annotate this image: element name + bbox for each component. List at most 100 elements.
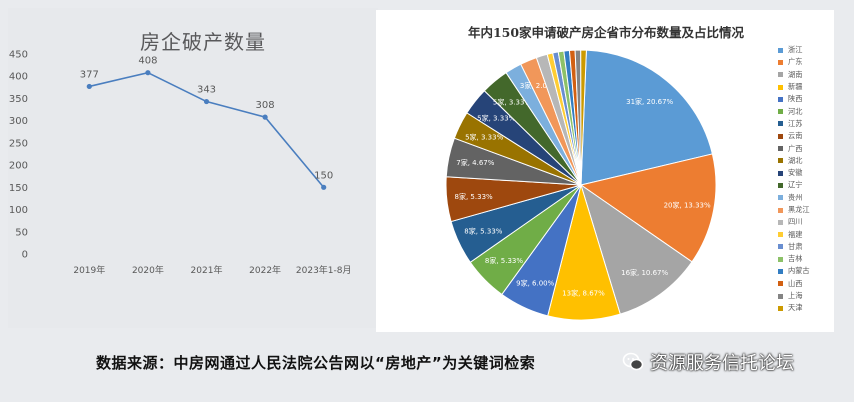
legend-label: 上海	[788, 291, 803, 301]
legend-item: 河北	[778, 105, 834, 117]
legend-swatch	[778, 170, 783, 176]
legend-item: 湖南	[778, 69, 834, 81]
slice-label: 13家, 8.67%	[562, 288, 605, 297]
legend-label: 吉林	[788, 254, 803, 264]
y-tick-label: 250	[9, 138, 28, 149]
data-label: 343	[197, 85, 216, 96]
y-tick-label: 50	[15, 227, 28, 238]
legend-swatch	[778, 305, 783, 311]
legend-item: 贵州	[778, 192, 834, 204]
legend-label: 云南	[788, 131, 803, 141]
legend-item: 浙江	[778, 44, 834, 56]
legend-label: 黑龙江	[788, 205, 810, 214]
slice-label: 8家, 5.33%	[455, 192, 493, 201]
data-label: 408	[138, 56, 157, 67]
legend-swatch	[778, 133, 783, 139]
legend-swatch	[778, 146, 783, 152]
legend-item: 云南	[778, 130, 834, 142]
y-tick-label: 200	[9, 161, 28, 172]
slice-label: 20家, 13.33%	[664, 201, 711, 210]
data-label: 150	[314, 170, 333, 181]
slice-label: 16家, 10.67%	[621, 268, 668, 277]
legend-label: 贵州	[788, 192, 803, 202]
watermark-text: 资源服务信托论坛	[650, 353, 794, 374]
legend-swatch	[778, 293, 783, 299]
x-tick-label: 2020年	[132, 264, 164, 276]
legend-item: 天津	[778, 302, 834, 314]
pie-legend: 浙江 广东 湖南 新疆 陕西 河北 江苏 云南 广西 湖北 安徽 辽宁 贵州 黑龙江 四川 福建 甘肃 吉林 内蒙古…	[778, 44, 834, 315]
pie-chart-title: 年内150家申请破产房企省市分布数量及占比情况	[467, 25, 745, 40]
legend-label: 河北	[788, 106, 803, 116]
legend-swatch	[778, 268, 783, 274]
legend-item: 辽宁	[778, 179, 834, 191]
legend-label: 湖南	[788, 69, 803, 79]
legend-item: 福建	[778, 228, 834, 240]
legend-item: 内蒙古	[778, 265, 834, 277]
legend-swatch	[778, 72, 783, 78]
line-chart: 0 50 100 150 200 250 300 350 400 450 2019年 2020年 202…	[9, 50, 352, 277]
data-point	[203, 98, 210, 105]
y-tick-label: 100	[9, 205, 28, 216]
data-source-note: 数据来源：中房网通过人民法院公告网以“房地产”为关键词检索	[96, 354, 536, 372]
legend-label: 天津	[788, 303, 803, 313]
legend-label: 江苏	[788, 118, 803, 128]
legend-item: 山西	[778, 278, 834, 290]
legend-label: 浙江	[788, 45, 803, 55]
legend-label: 四川	[788, 217, 803, 227]
legend-swatch	[778, 84, 783, 90]
legend-swatch	[778, 59, 783, 65]
legend-label: 山西	[788, 278, 803, 288]
slice-label: 9家, 6.00%	[516, 278, 554, 287]
legend-swatch	[778, 96, 783, 102]
legend-item: 湖北	[778, 155, 834, 167]
y-tick-label: 0	[22, 250, 28, 261]
slice-label: 3家, 2.00%	[520, 81, 558, 90]
legend-label: 安徽	[788, 168, 803, 178]
legend-swatch	[778, 207, 783, 213]
line-chart-panel: 房企破产数量 0 50 100 150 200 250 300 350 400 450 2019年 2…	[8, 8, 378, 328]
legend-swatch	[778, 281, 783, 287]
y-tick-label: 300	[9, 116, 28, 127]
x-tick-label: 2022年	[249, 264, 281, 276]
pie-slice	[580, 49, 587, 186]
data-label: 308	[256, 100, 275, 111]
legend-item: 安徽	[778, 167, 834, 179]
slice-label: 7家, 4.67%	[456, 158, 494, 167]
legend-label: 辽宁	[788, 180, 803, 190]
legend-label: 湖北	[788, 155, 803, 165]
x-tick-label: 2021年	[191, 264, 223, 276]
wechat-logo-icon	[622, 352, 644, 371]
legend-item: 广东	[778, 56, 834, 68]
slice-label: 5家, 3.33%	[465, 133, 503, 142]
pie-slice	[580, 49, 713, 186]
pie-chart-panel: 年内150家申请破产房企省市分布数量及占比情况 31家, 20.67% 20家, …	[376, 10, 834, 332]
data-point	[321, 184, 327, 190]
y-tick-label: 150	[9, 183, 28, 194]
pie-chart: 31家, 20.67% 20家, 13.33% 16家, 10.67% 13家, 8.…	[445, 49, 717, 321]
x-tick-label: 2019年	[73, 264, 105, 276]
legend-label: 广西	[788, 143, 803, 153]
watermark: 资源服务信托论坛	[622, 349, 794, 375]
legend-item: 江苏	[778, 118, 834, 130]
legend-swatch	[778, 195, 783, 201]
legend-item: 吉林	[778, 253, 834, 265]
legend-item: 四川	[778, 216, 834, 228]
legend-swatch	[778, 121, 783, 127]
legend-item: 黑龙江	[778, 204, 834, 216]
legend-label: 新疆	[788, 82, 803, 92]
legend-item: 广西	[778, 142, 834, 154]
data-point	[145, 70, 151, 76]
slice-label: 5家, 3.33%	[477, 114, 515, 123]
legend-swatch	[778, 158, 783, 164]
legend-swatch	[778, 256, 783, 262]
slice-label: 5家, 3.33%	[493, 97, 531, 106]
legend-swatch	[778, 109, 783, 115]
slice-label: 8家, 5.33%	[464, 227, 502, 236]
legend-swatch	[778, 244, 783, 250]
legend-item: 甘肃	[778, 241, 834, 253]
legend-swatch	[778, 219, 783, 225]
data-point	[262, 114, 268, 120]
legend-swatch	[778, 182, 783, 188]
y-tick-label: 450	[9, 50, 28, 61]
